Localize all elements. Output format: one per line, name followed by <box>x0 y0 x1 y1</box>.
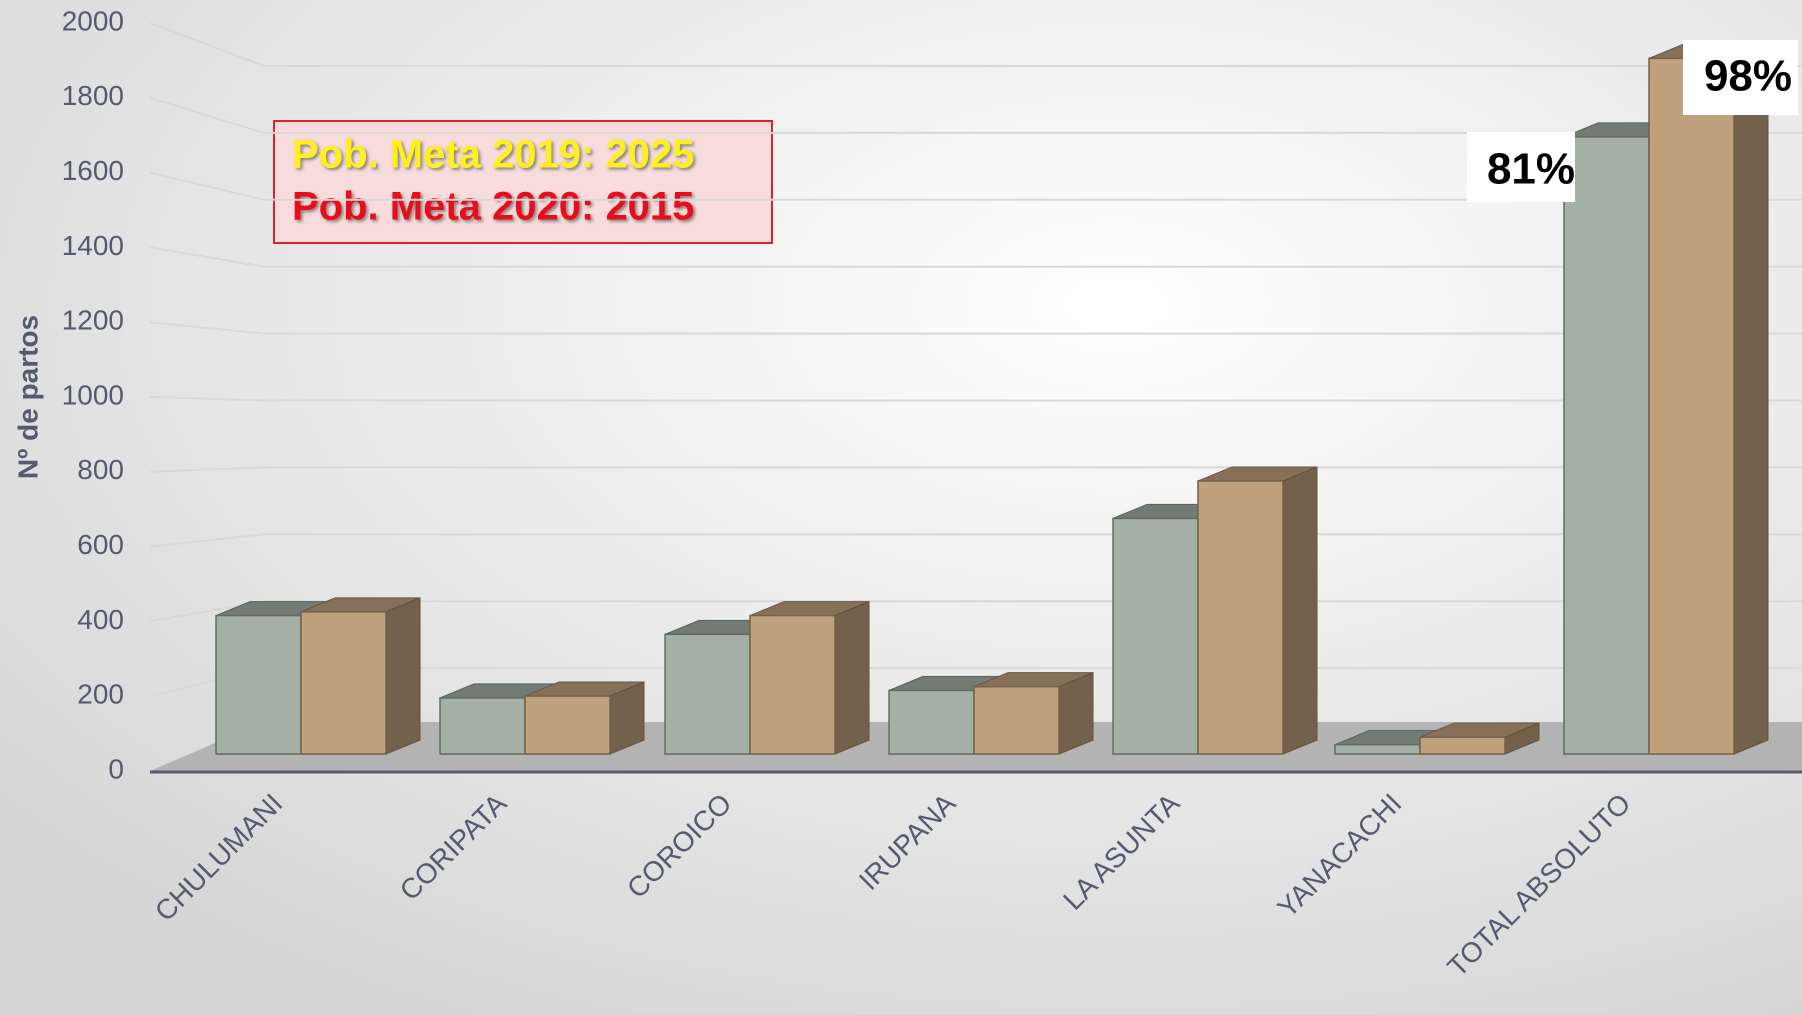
text-box-line: Pob. Meta 2019: 2025 <box>292 133 694 177</box>
bar <box>1648 57 1735 755</box>
y-tick-label: 800 <box>77 454 124 485</box>
grid-line <box>149 321 1802 335</box>
bar-side <box>385 597 421 755</box>
bar <box>888 689 975 755</box>
bar <box>749 614 836 755</box>
bar <box>1419 736 1506 755</box>
y-tick-label: 1600 <box>62 155 124 186</box>
bar <box>1334 743 1421 755</box>
grid-line <box>149 96 1802 134</box>
annotation: 98% <box>1704 52 1792 101</box>
bar <box>973 685 1060 755</box>
y-tick-label: 1000 <box>62 379 124 410</box>
bar <box>1197 480 1284 755</box>
bar <box>439 697 526 755</box>
y-tick-label: 1400 <box>62 230 124 261</box>
bar-side <box>1058 671 1094 755</box>
grid-line <box>149 246 1802 268</box>
y-tick-label: 200 <box>77 679 124 710</box>
y-tick-label: 1200 <box>62 305 124 336</box>
y-tick-label: 400 <box>77 604 124 635</box>
grid-line <box>149 171 1802 201</box>
y-tick-label: 1800 <box>62 80 124 111</box>
y-tick-label: 600 <box>77 529 124 560</box>
bar-side <box>1733 43 1769 755</box>
grid-line <box>149 22 1802 67</box>
annotation: 81% <box>1487 145 1575 194</box>
bar <box>1112 517 1199 755</box>
y-axis-label: Nº de partos <box>12 315 43 479</box>
bar <box>524 695 611 755</box>
bar <box>215 614 302 755</box>
bar-side <box>1282 466 1318 755</box>
grid-line <box>149 396 1802 402</box>
y-tick-label: 0 <box>108 753 124 784</box>
text-box-line: Pob. Meta 2020: 2015 <box>292 185 694 229</box>
annotation-box <box>1467 132 1575 202</box>
y-tick-label: 2000 <box>62 5 124 36</box>
bar <box>1563 136 1650 755</box>
text-box <box>273 120 773 244</box>
annotation-box <box>1683 40 1798 115</box>
bar <box>300 611 387 755</box>
bar-side <box>834 600 870 755</box>
bar <box>664 633 751 755</box>
